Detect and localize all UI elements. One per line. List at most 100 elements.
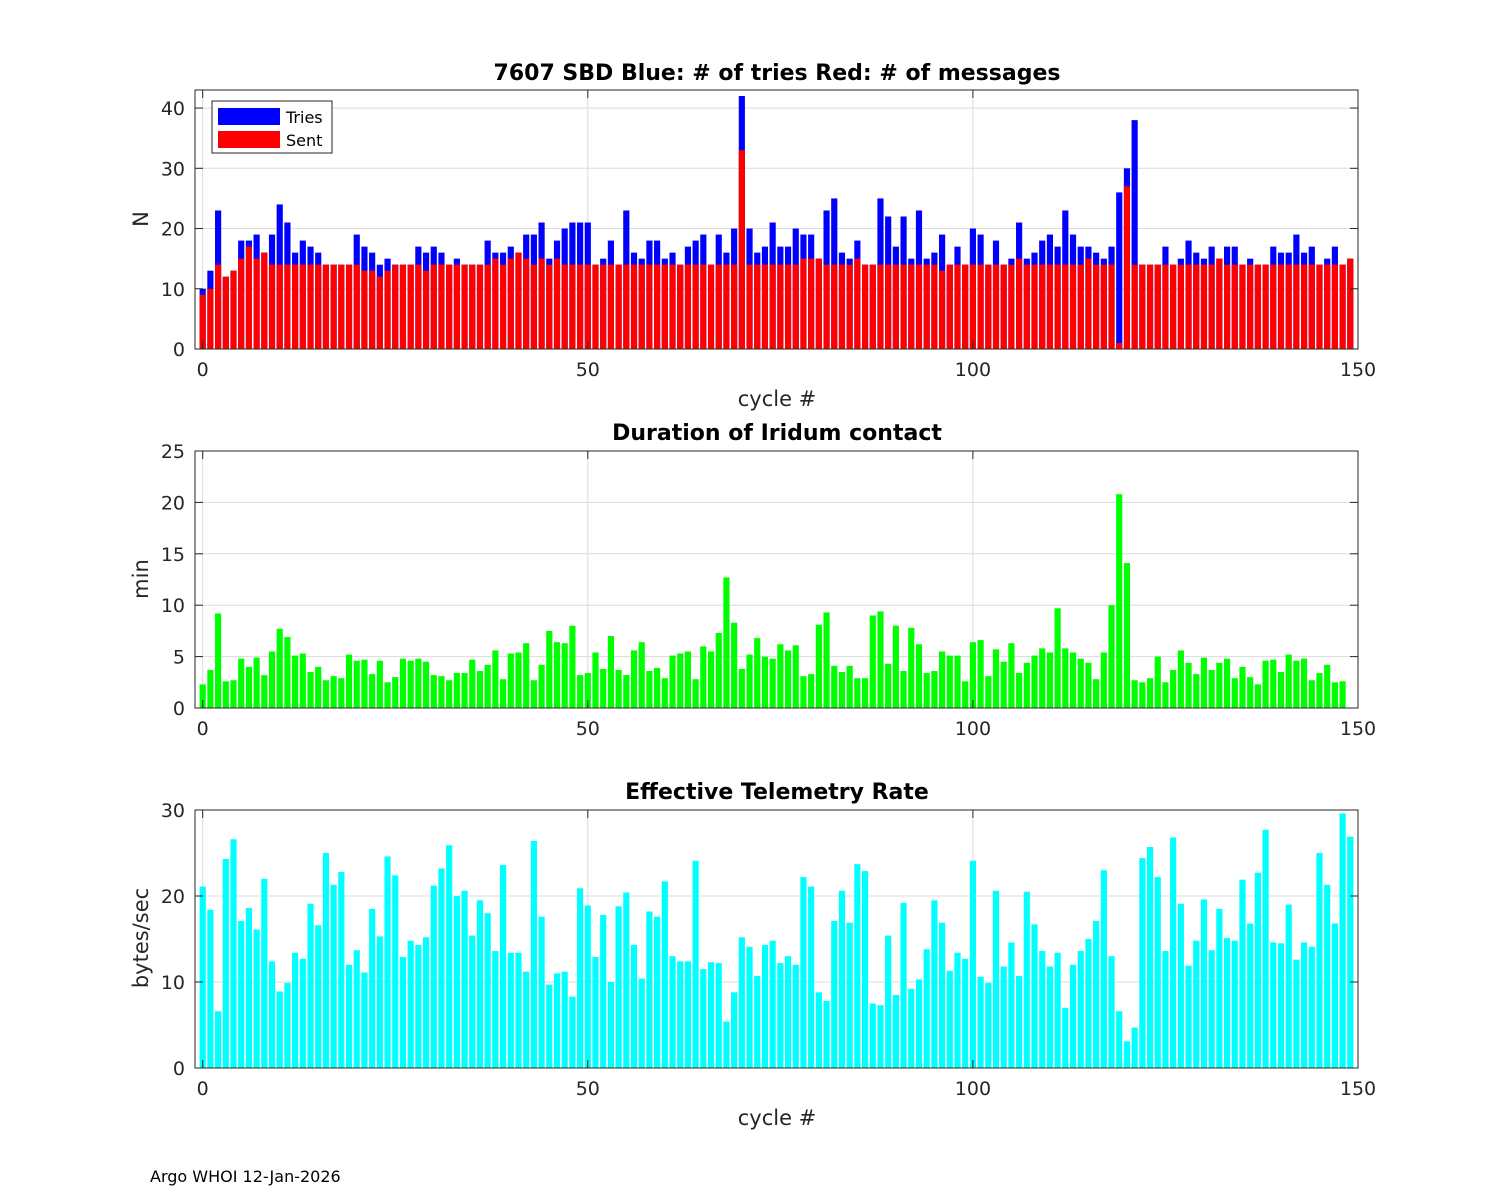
telemetry-rate-bar (369, 908, 376, 1068)
tries-sent-bar-sent (530, 264, 537, 349)
duration-bar (376, 660, 383, 708)
duration-bar (1108, 605, 1115, 708)
tries-sent-xtick-label: 150 (1340, 359, 1376, 381)
tries-sent-bar-sent (292, 264, 299, 349)
telemetry-rate-bar (1146, 846, 1154, 1068)
duration-bar (854, 678, 861, 708)
tries-sent-bar-sent (230, 270, 237, 349)
telemetry-rate-bar (962, 958, 969, 1068)
telemetry-rate-xlabel: cycle # (738, 1106, 817, 1130)
telemetry-rate-bar (792, 964, 799, 1068)
tries-sent-bar-sent (484, 264, 491, 349)
tries-sent-bar-sent (731, 264, 738, 349)
tries-sent-bar-sent (908, 264, 915, 349)
telemetry-rate-bar (538, 916, 545, 1068)
tries-sent-bar-sent (1039, 264, 1046, 349)
telemetry-rate-bar (1231, 940, 1238, 1068)
tries-sent-xlabel: cycle # (738, 387, 817, 411)
tries-sent-bar-sent (315, 264, 322, 349)
tries-sent-ytick-label: 0 (173, 339, 185, 361)
duration-bar (861, 678, 869, 708)
telemetry-rate-bar (1177, 903, 1184, 1068)
tries-sent-bar-sent (1216, 258, 1223, 349)
tries-sent-bar-sent (261, 252, 268, 349)
tries-sent-bar-sent (1316, 264, 1323, 349)
telemetry-rate-bar (1000, 966, 1007, 1068)
duration-bar (399, 658, 407, 708)
duration-bar (1039, 648, 1046, 708)
duration-bar (869, 615, 876, 708)
telemetry-rate-bar (1193, 940, 1200, 1068)
tries-sent-bar-sent (492, 258, 499, 349)
tries-sent-bar-sent (823, 264, 830, 349)
tries-sent-bar-sent (915, 264, 923, 349)
tries-sent-bar-sent (661, 264, 668, 349)
telemetry-rate-bar (222, 859, 229, 1068)
duration-bar (654, 667, 661, 708)
duration-bar (808, 674, 815, 708)
tries-sent-bar-sent (692, 264, 699, 349)
duration-bar (292, 655, 299, 708)
duration-bar (646, 670, 653, 708)
telemetry-rate-bar (392, 875, 399, 1068)
tries-sent-bar-sent (1131, 264, 1138, 349)
tries-sent-bar-sent (715, 264, 722, 349)
duration-bar (931, 670, 938, 708)
tries-sent-bar-sent (800, 258, 807, 349)
tries-sent-bar-sent (1301, 264, 1308, 349)
duration-bar (661, 678, 668, 708)
tries-sent-bar-sent (338, 264, 345, 349)
duration-bar (1046, 652, 1054, 708)
tries-sent-bar-sent (607, 264, 614, 349)
tries-sent-bar-sent (1062, 264, 1069, 349)
telemetry-rate-bar (684, 961, 692, 1068)
tries-sent-bar-sent (322, 264, 330, 349)
telemetry-rate-bar (1262, 829, 1269, 1068)
telemetry-rate-bar (731, 992, 738, 1068)
telemetry-rate-bar (1339, 813, 1346, 1068)
telemetry-rate-bar (784, 956, 792, 1068)
duration-bar (715, 632, 722, 708)
telemetry-rate-bar (284, 982, 291, 1068)
telemetry-rate-bar (338, 871, 345, 1068)
telemetry-rate-bar (384, 856, 391, 1068)
duration-bar (838, 672, 846, 708)
legend-swatch-tries (218, 108, 280, 125)
duration-bar (623, 675, 630, 708)
telemetry-rate-bar (669, 956, 676, 1068)
tries-sent-bar-sent (307, 264, 314, 349)
tries-sent-bar-sent (769, 264, 776, 349)
duration-bar (392, 677, 399, 708)
duration-ytick-label: 15 (161, 544, 185, 566)
duration-bar (1016, 673, 1023, 708)
tries-sent-bar-sent (392, 264, 399, 349)
telemetry-rate-bar (376, 936, 383, 1068)
telemetry-rate-bar (1162, 951, 1169, 1068)
tries-sent-bar-sent (646, 264, 653, 349)
telemetry-rate-bar (330, 884, 337, 1068)
telemetry-rate-bar (207, 909, 214, 1068)
tries-sent-bar-sent (384, 270, 391, 349)
duration-bar (1331, 682, 1338, 708)
telemetry-rate-ytick-label: 20 (161, 886, 185, 908)
tries-sent-bar-sent (369, 270, 376, 349)
tries-sent-bar-sent (1023, 264, 1030, 349)
telemetry-rate-bar (438, 868, 445, 1068)
telemetry-rate-bar (1293, 959, 1300, 1068)
telemetry-rate-bar (238, 920, 245, 1068)
duration-bar (1131, 680, 1138, 708)
duration-bar (253, 657, 260, 708)
tries-sent-bar-sent (1239, 264, 1246, 349)
tries-sent-bar-sent (1016, 258, 1023, 349)
duration-bar (322, 680, 330, 708)
tries-sent-bar-sent (330, 264, 337, 349)
telemetry-rate-bar (723, 1021, 730, 1068)
duration-bar (669, 655, 676, 708)
telemetry-rate-xtick-label: 0 (197, 1078, 209, 1100)
telemetry-rate-bar (1200, 899, 1208, 1068)
duration-bar (245, 666, 252, 708)
duration-bar (1177, 650, 1184, 708)
tries-sent-bar-sent (1162, 264, 1169, 349)
tries-sent-bar-sent (1331, 264, 1338, 349)
tries-sent-bar-sent (1185, 264, 1192, 349)
